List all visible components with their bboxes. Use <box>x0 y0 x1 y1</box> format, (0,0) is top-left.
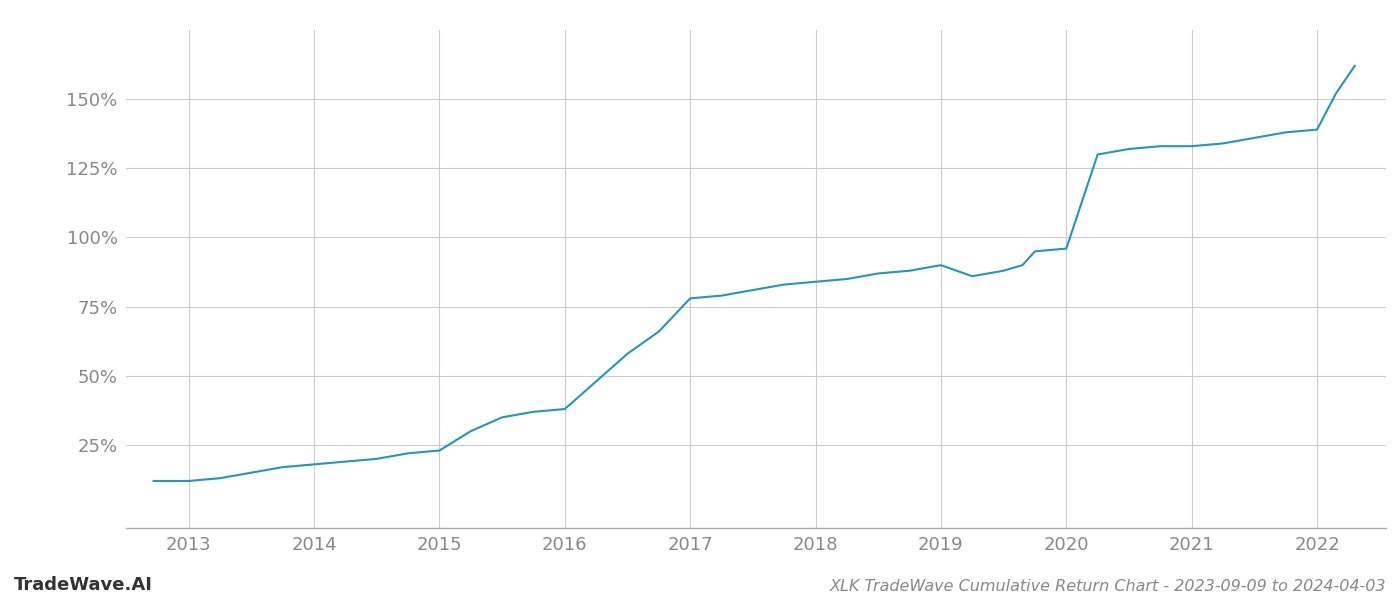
Text: TradeWave.AI: TradeWave.AI <box>14 576 153 594</box>
Text: XLK TradeWave Cumulative Return Chart - 2023-09-09 to 2024-04-03: XLK TradeWave Cumulative Return Chart - … <box>829 579 1386 594</box>
